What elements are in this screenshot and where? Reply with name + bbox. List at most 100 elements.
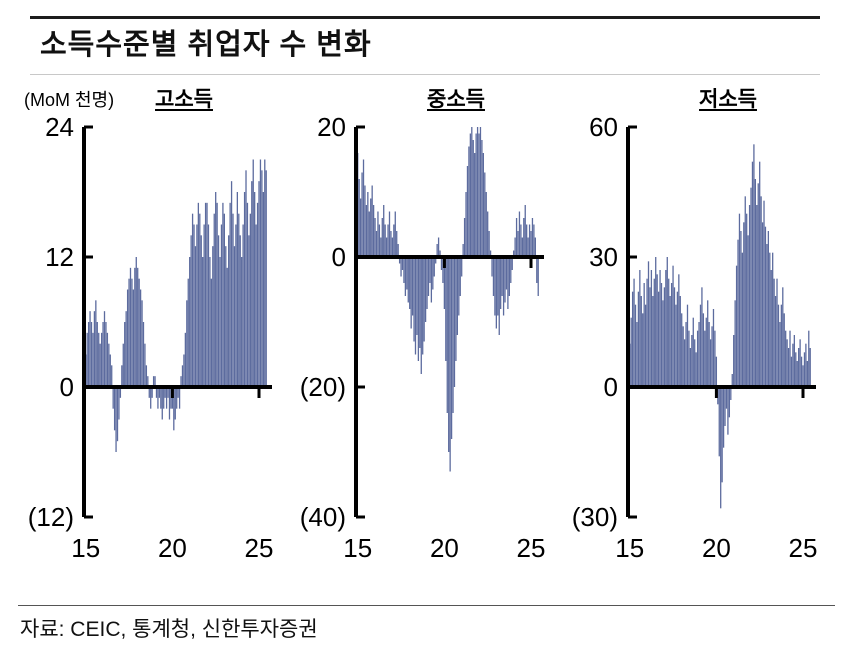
bar — [262, 191, 264, 387]
chart-title-low-income: 저소득 — [699, 87, 757, 111]
bar — [400, 256, 402, 277]
bar — [462, 243, 464, 257]
bar — [187, 278, 189, 387]
bar — [455, 256, 457, 361]
bar — [639, 269, 641, 387]
bar — [248, 235, 250, 387]
bar — [387, 224, 389, 257]
bar — [116, 386, 119, 441]
bar — [669, 295, 671, 387]
bar — [517, 230, 519, 257]
bar — [442, 256, 444, 283]
bar — [147, 375, 149, 387]
bar — [225, 245, 227, 387]
bar — [155, 386, 158, 398]
bar — [383, 204, 385, 257]
bar — [181, 365, 184, 387]
chart-header-mid-income: 중소득 — [294, 83, 556, 113]
bar — [381, 217, 383, 257]
bar — [763, 200, 765, 387]
bar-chart-svg: 60 30 0 (30)15 20 25 — [572, 112, 818, 563]
bar — [450, 256, 453, 439]
bar — [96, 321, 98, 387]
bar — [134, 267, 136, 387]
bar — [154, 375, 156, 387]
bar — [216, 202, 218, 387]
bars-group — [357, 126, 539, 472]
bar — [634, 304, 637, 387]
bar — [242, 224, 244, 387]
bar — [432, 256, 434, 290]
bar — [659, 269, 661, 387]
bar — [533, 224, 535, 257]
chart-header-high-income: (MoM 천명) 고소득 — [22, 83, 284, 113]
bar — [142, 321, 145, 387]
bar — [491, 256, 493, 277]
bar — [504, 256, 506, 303]
y-tick-label: (12) — [28, 502, 74, 532]
bar — [497, 256, 499, 316]
bar — [673, 287, 676, 387]
bar — [119, 386, 122, 398]
bar — [656, 274, 658, 387]
bar — [782, 287, 784, 387]
bar — [676, 291, 679, 387]
bar — [449, 256, 451, 472]
y-tick-label: (30) — [572, 502, 618, 532]
bar — [100, 332, 103, 387]
bar — [670, 282, 673, 387]
bar — [662, 300, 664, 387]
bar — [507, 256, 509, 309]
bar — [655, 256, 657, 387]
bar — [722, 386, 725, 448]
bar — [515, 217, 518, 257]
bar — [776, 278, 778, 387]
bar — [258, 180, 260, 387]
bar — [469, 133, 472, 257]
bar — [484, 172, 486, 257]
bar — [229, 202, 231, 387]
bar — [501, 256, 503, 296]
bar — [220, 224, 223, 387]
bar — [753, 144, 755, 387]
bar — [417, 256, 420, 361]
bar — [243, 191, 246, 387]
bar — [377, 211, 379, 257]
bar — [500, 256, 502, 309]
bar — [239, 235, 241, 387]
bar — [371, 185, 373, 257]
bar — [108, 343, 110, 387]
bar — [212, 245, 214, 387]
bar — [129, 267, 132, 387]
bar — [724, 386, 726, 426]
bar — [505, 256, 508, 290]
bar — [228, 235, 230, 387]
bar — [653, 278, 655, 387]
bar — [443, 256, 446, 309]
bar — [696, 330, 699, 387]
bar — [124, 321, 126, 387]
bar — [660, 282, 663, 387]
bar — [498, 256, 500, 335]
bar — [806, 360, 808, 387]
chart-plot-mid-income: 20 0 (20) (40) 15 20 25 — [294, 112, 556, 580]
bar — [799, 339, 801, 387]
bar — [803, 352, 806, 387]
bar — [183, 354, 185, 387]
axis-unit-label: (MoM 천명) — [24, 89, 115, 110]
bar — [173, 386, 175, 431]
bar — [265, 170, 267, 387]
bar — [789, 330, 791, 387]
bar — [718, 386, 720, 457]
y-tick-label: 24 — [45, 113, 74, 142]
bar — [751, 161, 754, 387]
bar — [390, 230, 392, 257]
bar — [468, 146, 470, 257]
bar — [510, 256, 512, 283]
bar — [190, 235, 192, 387]
footer-rule — [18, 605, 835, 606]
bar — [488, 230, 490, 257]
y-tick-label: (40) — [300, 502, 346, 532]
bar — [122, 343, 124, 387]
bar — [423, 256, 425, 342]
